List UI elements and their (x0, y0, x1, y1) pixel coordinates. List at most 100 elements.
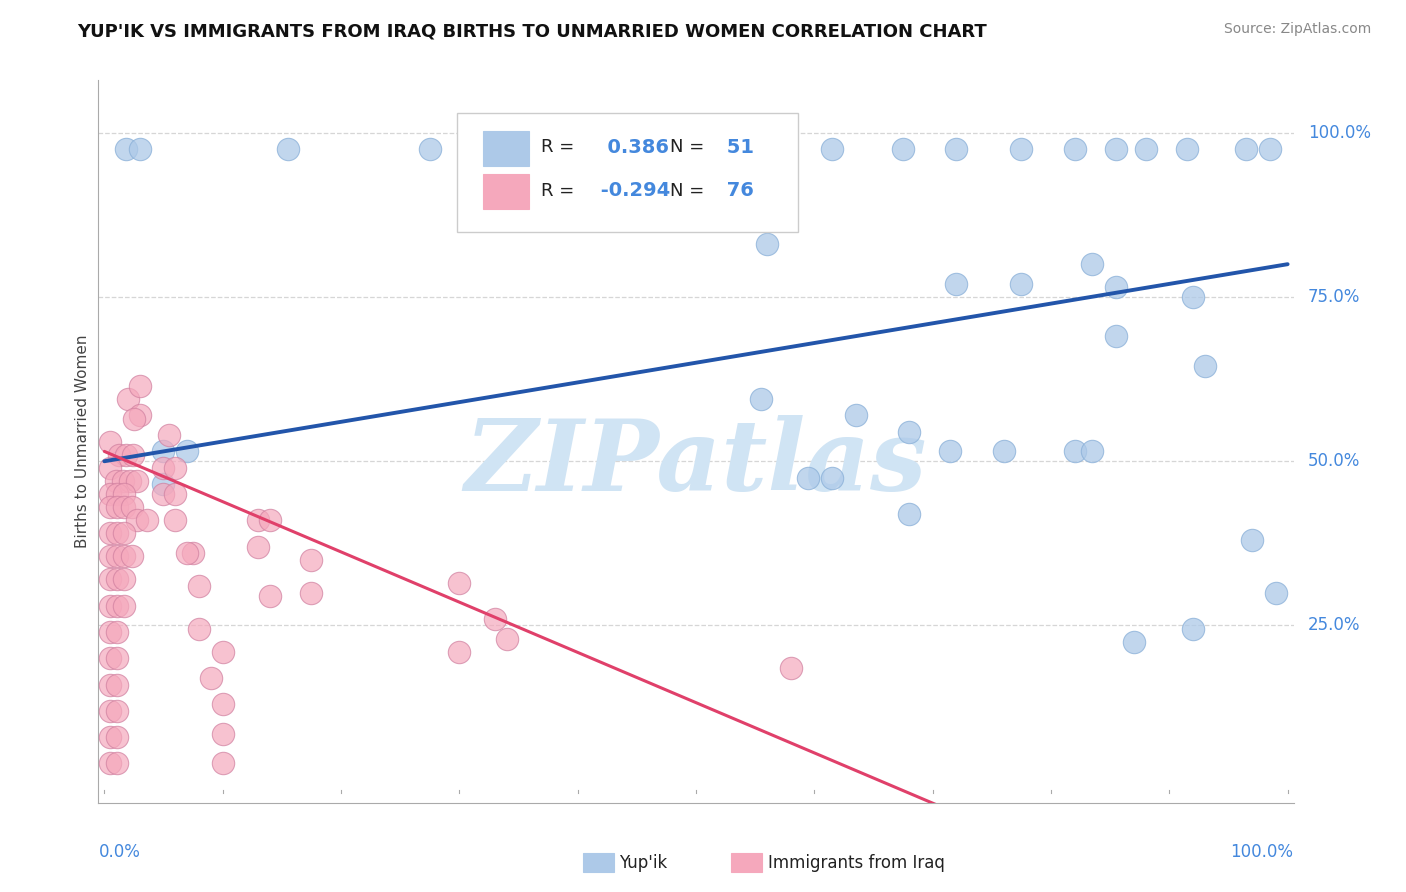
Point (1105, 142, 1128, 156)
Point (98, 651, 121, 665)
Point (821, 471, 844, 485)
Point (1063, 142, 1085, 156)
Point (98, 677, 121, 691)
Point (98, 526, 121, 541)
Point (114, 500, 136, 515)
Point (188, 622, 211, 636)
Point (1135, 142, 1157, 156)
Point (188, 579, 211, 593)
Point (128, 378, 150, 392)
Point (1194, 359, 1216, 373)
Point (105, 730, 128, 744)
Point (449, 645, 471, 659)
Point (114, 549, 136, 564)
Point (277, 142, 299, 156)
Point (98, 500, 121, 515)
Point (200, 671, 222, 685)
Point (1264, 585, 1286, 599)
Text: 75.0%: 75.0% (1308, 288, 1360, 306)
Point (897, 425, 920, 439)
Point (1175, 142, 1198, 156)
Text: 100.0%: 100.0% (1230, 843, 1294, 861)
Point (98, 599, 121, 613)
Point (211, 645, 233, 659)
Point (107, 448, 129, 462)
Point (299, 585, 322, 599)
Point (1063, 444, 1085, 458)
Point (98, 573, 121, 587)
Point (120, 474, 142, 488)
Point (157, 428, 180, 442)
Text: N =: N = (669, 138, 704, 156)
Point (128, 409, 150, 423)
Point (122, 411, 145, 425)
Point (152, 477, 174, 491)
Point (1105, 329, 1128, 343)
Text: Yup'ik: Yup'ik (619, 854, 666, 871)
Text: YUP'IK VS IMMIGRANTS FROM IRAQ BIRTHS TO UNMARRIED WOMEN CORRELATION CHART: YUP'IK VS IMMIGRANTS FROM IRAQ BIRTHS TO… (77, 22, 987, 40)
Point (1241, 533, 1264, 547)
Point (247, 540, 270, 554)
Point (121, 549, 143, 564)
Point (105, 625, 128, 640)
Point (105, 487, 128, 501)
Point (127, 474, 149, 488)
Point (165, 513, 187, 527)
Text: 100.0%: 100.0% (1308, 124, 1371, 142)
Point (259, 589, 281, 603)
Point (114, 142, 136, 156)
Point (797, 471, 820, 485)
Point (419, 142, 441, 156)
Text: R =: R = (541, 182, 574, 200)
Point (939, 444, 962, 458)
Point (1010, 277, 1032, 291)
Point (945, 142, 967, 156)
Point (891, 142, 914, 156)
Bar (484, 174, 529, 209)
Text: 25.0%: 25.0% (1308, 616, 1361, 634)
Point (845, 409, 868, 423)
Point (165, 487, 187, 501)
Text: ZIPatlas: ZIPatlas (465, 415, 927, 511)
Point (105, 704, 128, 718)
FancyBboxPatch shape (457, 112, 797, 232)
Point (98, 549, 121, 564)
Point (1181, 290, 1204, 304)
Text: 0.386: 0.386 (595, 138, 669, 157)
Point (98, 756, 121, 771)
Point (121, 448, 143, 462)
Point (247, 513, 270, 527)
Point (1181, 622, 1204, 636)
Point (211, 698, 233, 712)
Point (98, 730, 121, 744)
Point (484, 612, 506, 626)
Point (1105, 280, 1128, 294)
Point (105, 474, 128, 488)
Point (128, 142, 150, 156)
Point (945, 277, 967, 291)
Text: N =: N = (669, 182, 704, 200)
Point (112, 474, 135, 488)
Point (779, 661, 801, 675)
Point (114, 487, 136, 501)
Point (449, 575, 471, 590)
Point (98, 460, 121, 475)
Text: Source: ZipAtlas.com: Source: ZipAtlas.com (1223, 22, 1371, 37)
Point (211, 727, 233, 741)
Text: 51: 51 (720, 138, 754, 157)
Point (114, 573, 136, 587)
Y-axis label: Births to Unmarried Women: Births to Unmarried Women (75, 334, 90, 549)
Point (105, 599, 128, 613)
Point (98, 625, 121, 640)
Text: Immigrants from Iraq: Immigrants from Iraq (768, 854, 945, 871)
Point (259, 513, 281, 527)
Point (211, 756, 233, 771)
Point (1122, 635, 1144, 649)
Point (181, 546, 204, 560)
Point (176, 546, 198, 560)
Point (1010, 142, 1032, 156)
Point (105, 526, 128, 541)
Point (105, 677, 128, 691)
Text: R =: R = (541, 138, 574, 156)
Point (127, 513, 149, 527)
